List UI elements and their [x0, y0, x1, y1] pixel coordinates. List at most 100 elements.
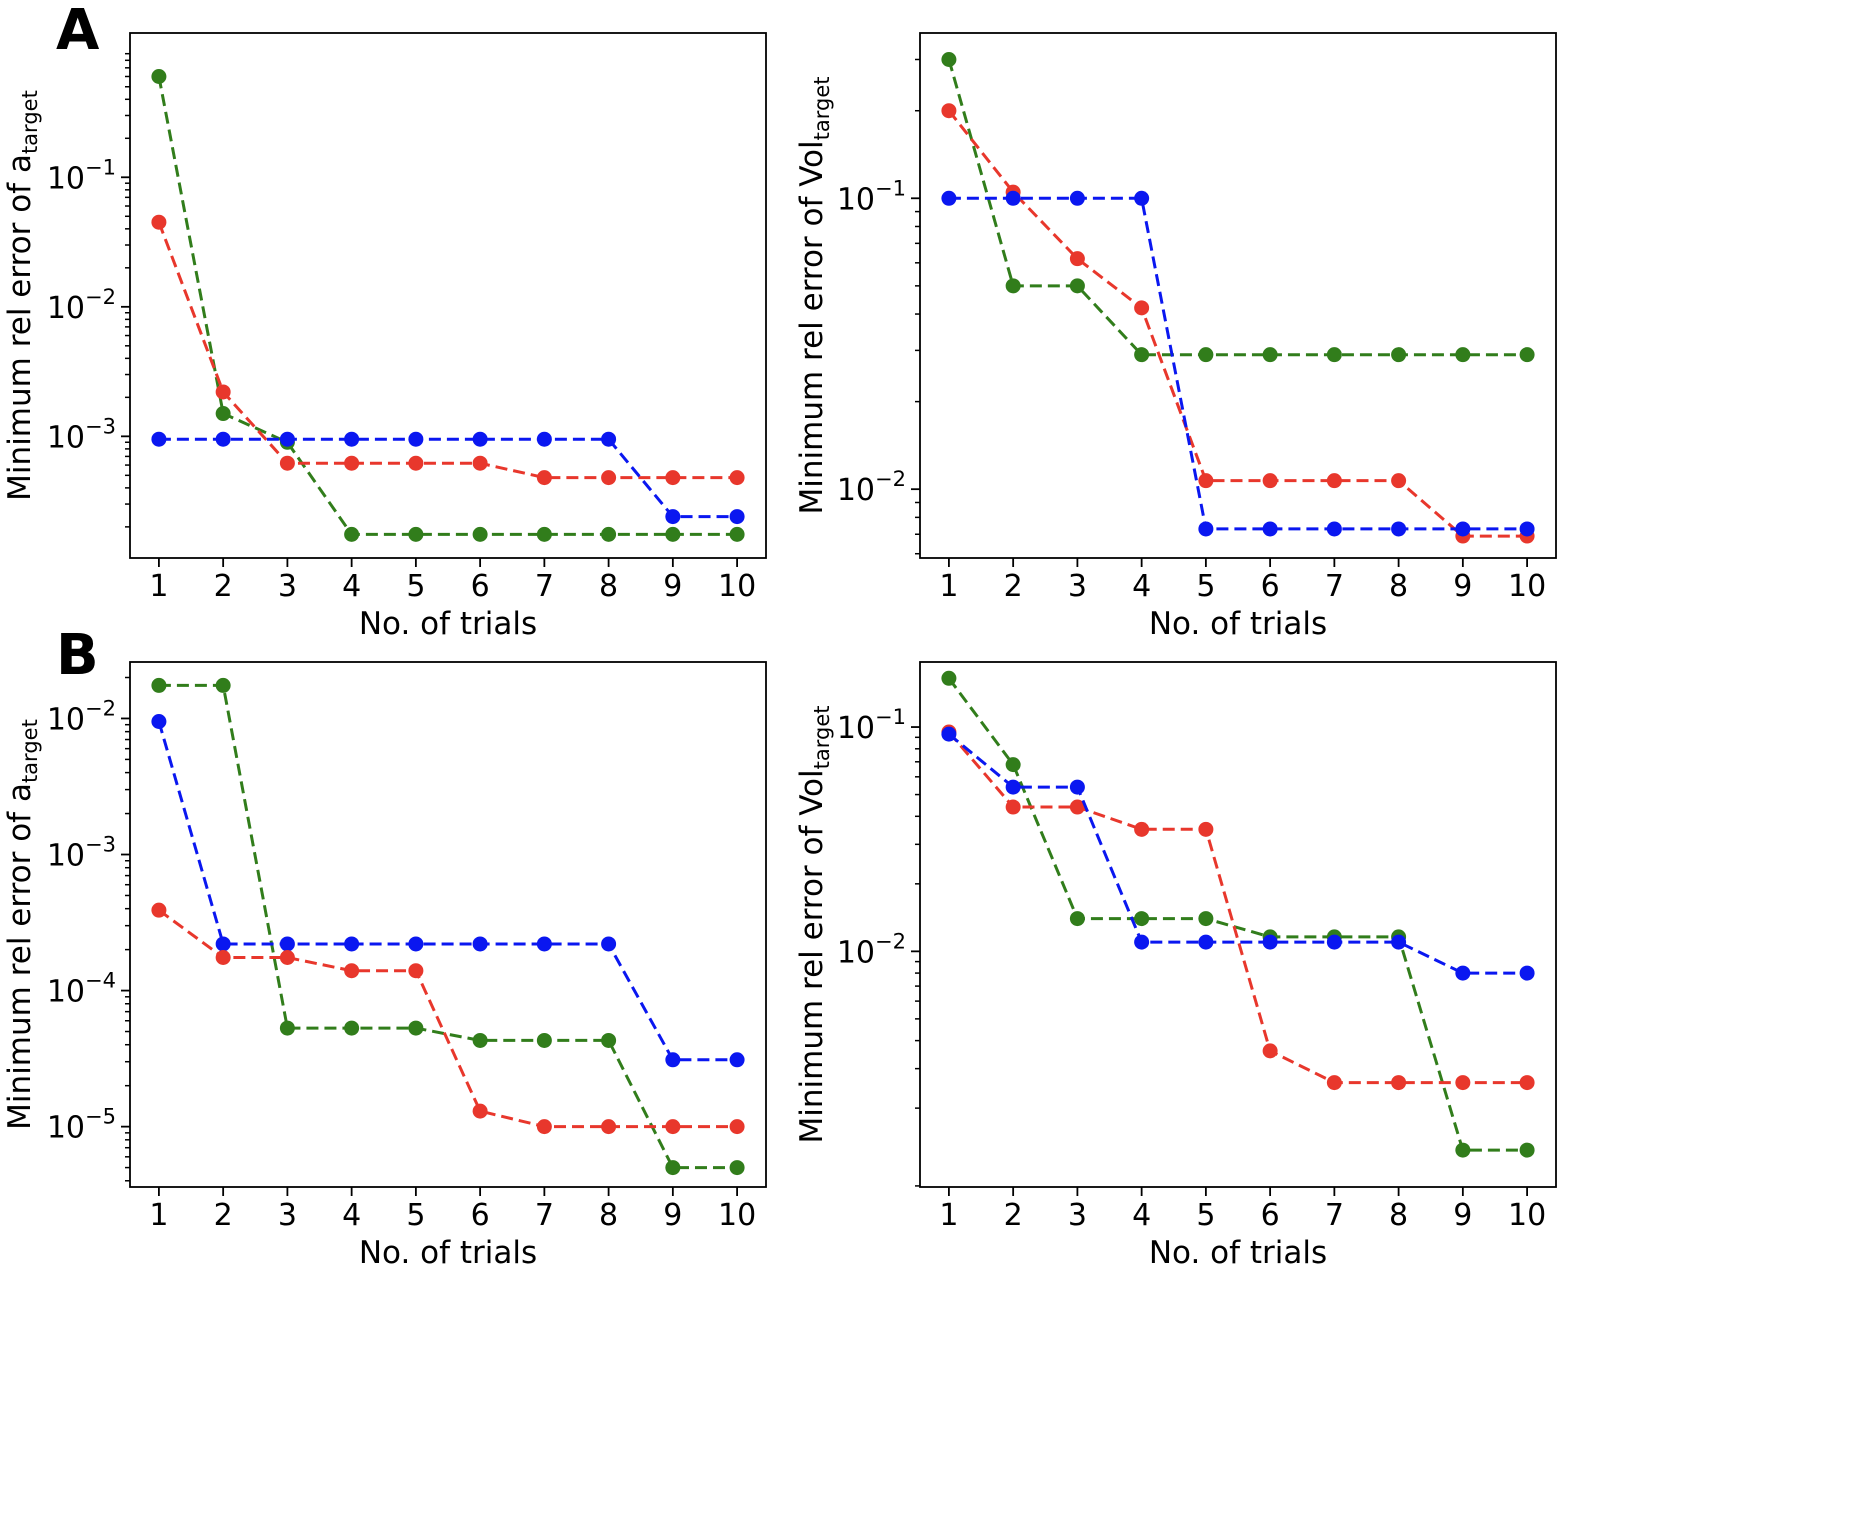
series-line-green: [158, 683, 738, 1170]
data-point-blue: [279, 936, 295, 952]
data-point-blue: [472, 431, 488, 447]
data-point-red: [941, 103, 957, 119]
data-point-red: [408, 963, 424, 979]
series-line-blue: [947, 732, 1528, 975]
x-axis-label: No. of trials: [359, 606, 537, 642]
chart-b-right: 10−1 10−2 1 2 3 4 5 6 7 8 9 10 No. of trials Minimum …: [794, 661, 1557, 1271]
x-tick-label: 6: [1261, 569, 1280, 604]
data-point-red: [151, 214, 167, 230]
data-point-green: [344, 1020, 360, 1036]
x-tick-label: 1: [149, 569, 168, 604]
x-tick-label: 2: [214, 569, 233, 604]
y-axis-label: Minimum rel error of Voltarget: [794, 77, 834, 515]
data-point-blue: [1519, 521, 1535, 537]
x-axis-label: No. of trials: [1149, 1235, 1327, 1271]
data-point-green: [729, 526, 745, 542]
data-point-blue: [601, 936, 617, 952]
data-point-red: [536, 1119, 552, 1135]
data-point-red: [601, 470, 617, 486]
data-point-green: [1455, 1142, 1471, 1158]
data-point-green: [472, 526, 488, 542]
y-tick-label: 10−2: [47, 696, 116, 737]
data-point-blue: [1005, 779, 1021, 795]
data-point-green: [408, 526, 424, 542]
data-point-green: [601, 526, 617, 542]
x-tick-label: 4: [342, 1198, 361, 1233]
data-point-blue: [1134, 934, 1150, 950]
y-tick-label: 10−5: [47, 1105, 116, 1146]
data-point-blue: [1455, 521, 1471, 537]
data-point-green: [1134, 911, 1150, 927]
data-point-red: [1391, 473, 1407, 489]
data-point-green: [1455, 347, 1471, 363]
data-point-red: [601, 1119, 617, 1135]
x-tick-label: 1: [149, 1198, 168, 1233]
x-tick-label: 10: [1508, 1198, 1546, 1233]
x-tick-label: 2: [1004, 569, 1023, 604]
x-tick-label: 6: [471, 569, 490, 604]
data-point-green: [279, 1020, 295, 1036]
data-point-blue: [344, 936, 360, 952]
data-point-blue: [1262, 934, 1278, 950]
x-tick-label: 4: [342, 569, 361, 604]
y-tick-label: 10−2: [837, 929, 906, 970]
data-point-red: [1134, 300, 1150, 316]
y-axis-label: Minimum rel error of Voltarget: [794, 706, 834, 1144]
x-tick-label: 4: [1132, 1198, 1151, 1233]
data-point-blue: [1198, 934, 1214, 950]
data-point-blue: [1069, 779, 1085, 795]
data-point-green: [151, 68, 167, 84]
data-point-red: [1198, 821, 1214, 837]
data-point-red: [1326, 473, 1342, 489]
data-point-blue: [1326, 521, 1342, 537]
data-point-red: [279, 455, 295, 471]
x-tick-label: 9: [1453, 569, 1472, 604]
data-point-green: [1198, 911, 1214, 927]
series-line-red: [157, 221, 738, 480]
data-point-green: [536, 526, 552, 542]
plot-frame: [919, 661, 1557, 1188]
data-point-green: [1198, 347, 1214, 363]
series-line-red: [947, 109, 1528, 538]
data-point-blue: [536, 431, 552, 447]
series-line-red: [158, 908, 738, 1129]
y-tick-label: 10−2: [47, 285, 116, 326]
x-tick-label: 8: [599, 569, 618, 604]
data-point-blue: [151, 431, 167, 447]
y-tick-label: 10−3: [47, 414, 116, 455]
data-point-green: [215, 406, 231, 422]
x-tick-label: 9: [1453, 1198, 1472, 1233]
data-point-red: [151, 902, 167, 918]
data-point-green: [472, 1032, 488, 1048]
data-point-blue: [344, 431, 360, 447]
data-point-blue: [941, 726, 957, 742]
x-tick-label: 8: [1389, 1198, 1408, 1233]
x-tick-label: 9: [663, 1198, 682, 1233]
data-point-red: [215, 384, 231, 400]
series-line-green: [947, 59, 1528, 357]
x-tick-label: 8: [599, 1198, 618, 1233]
data-point-red: [729, 470, 745, 486]
data-point-blue: [729, 509, 745, 525]
data-point-green: [1005, 278, 1021, 294]
data-point-green: [215, 677, 231, 693]
data-point-blue: [536, 936, 552, 952]
x-tick-label: 8: [1389, 569, 1408, 604]
chart-a-right: 10−1 10−2 1 2 3 4 5 6 7 8 9 10 No. of trials Minimum …: [794, 32, 1557, 642]
x-tick-label: 7: [1325, 569, 1344, 604]
data-point-green: [1391, 347, 1407, 363]
data-point-blue: [215, 431, 231, 447]
data-point-blue: [665, 1052, 681, 1068]
x-tick-label: 3: [1068, 1198, 1087, 1233]
data-point-blue: [1326, 934, 1342, 950]
data-point-green: [151, 677, 167, 693]
x-tick-label: 5: [1196, 569, 1215, 604]
data-point-green: [408, 1020, 424, 1036]
data-point-red: [344, 963, 360, 979]
x-tick-label: 2: [214, 1198, 233, 1233]
data-point-red: [729, 1119, 745, 1135]
y-tick-label: 10−4: [47, 969, 116, 1010]
data-point-blue: [1519, 965, 1535, 981]
x-tick-label: 2: [1004, 1198, 1023, 1233]
